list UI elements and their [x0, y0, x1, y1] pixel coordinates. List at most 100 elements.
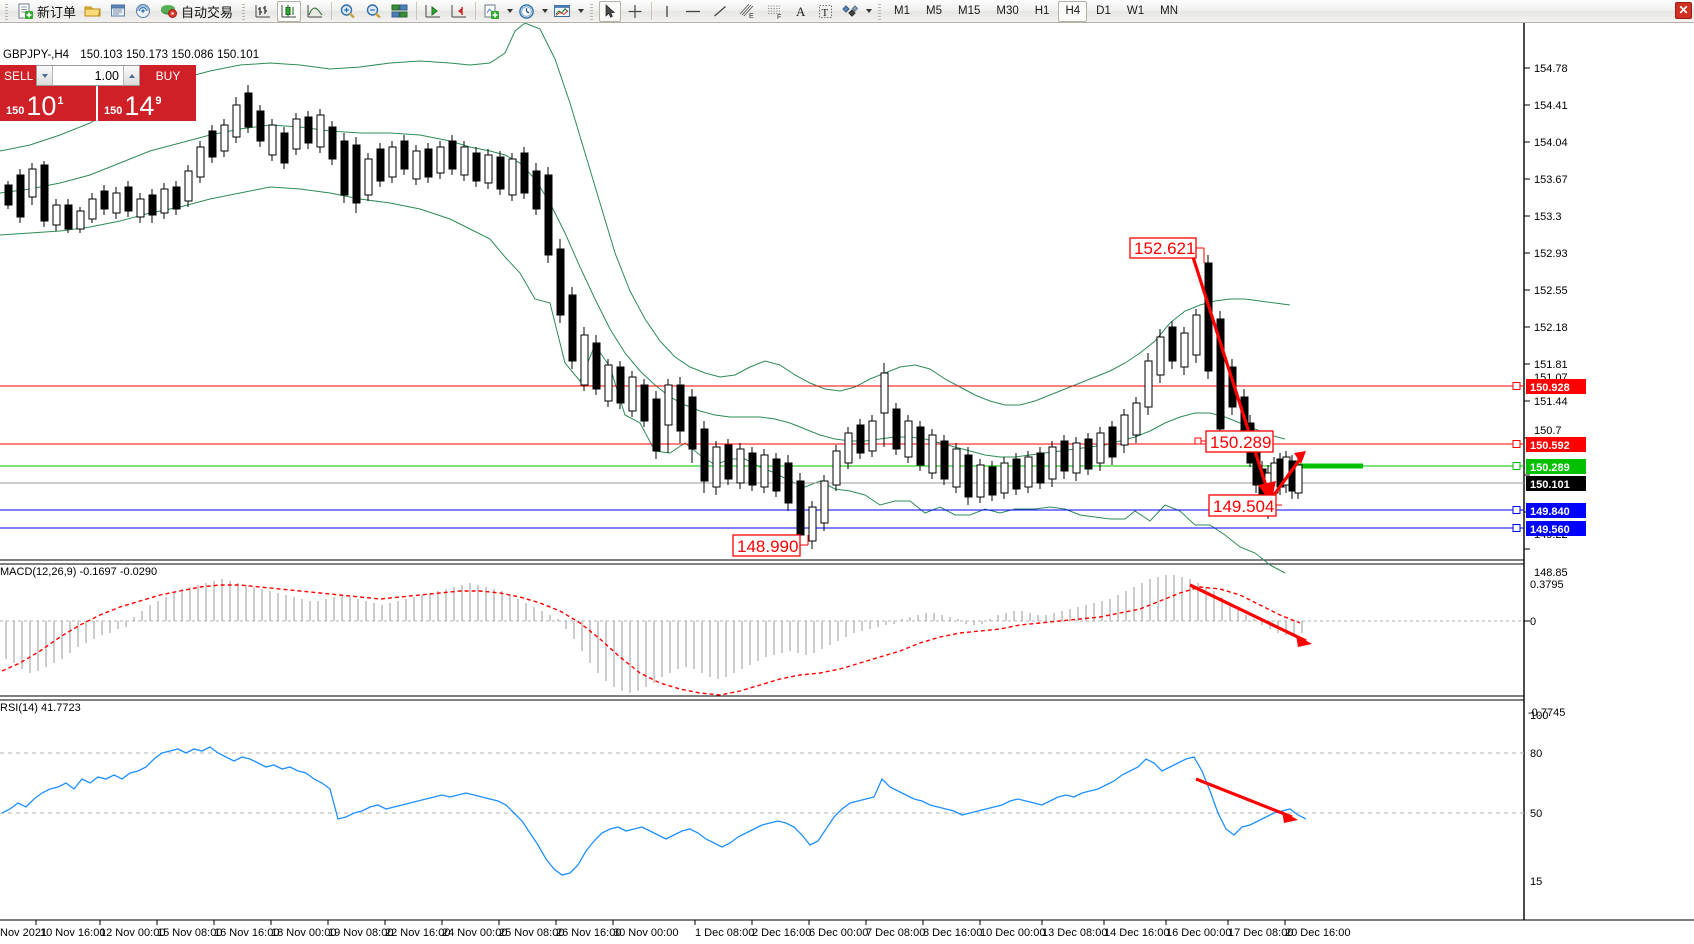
macd-tick-0: 0.3795	[1530, 579, 1564, 591]
toolbar-grip-3[interactable]	[588, 2, 596, 20]
time-tick-5: 18 Nov 00:00	[271, 927, 336, 939]
new-order-button[interactable]: 新订单	[14, 1, 79, 22]
sell-price-main: 10	[26, 91, 57, 121]
auto-trading-label: 自动交易	[181, 4, 234, 20]
horizontal-line-button[interactable]	[680, 1, 706, 22]
toolbar-grip-2[interactable]	[240, 2, 248, 20]
zoom-in-icon	[340, 3, 355, 18]
shapes-dropdown[interactable]	[864, 1, 873, 21]
rsi-line	[1, 746, 1307, 876]
folder-icon	[84, 6, 101, 17]
annotation-148990-text: 148.990	[737, 537, 798, 556]
macd-tick-2: -0.7745	[1528, 707, 1565, 719]
equidistant-channel-button[interactable]: E	[734, 1, 760, 22]
chart-canvas[interactable]: 152.621 150.289 149.504	[0, 23, 1694, 944]
templates-button[interactable]	[550, 1, 575, 22]
folder-button[interactable]	[81, 1, 105, 22]
price-tag-4: 149.840	[1530, 506, 1570, 518]
rsi-panel: RSI(14) 41.7723	[0, 702, 1524, 876]
annotation-152621-text: 152.621	[1134, 239, 1195, 258]
new-order-icon	[18, 3, 33, 19]
timeframe-h1[interactable]: H1	[1034, 5, 1050, 17]
timeframe-w1[interactable]: W1	[1126, 5, 1145, 17]
timeframe-m1[interactable]: M1	[894, 5, 911, 17]
zoom-out-icon	[366, 3, 381, 18]
buy-button[interactable]: 150 14 9	[98, 86, 196, 121]
price-panel: 152.621 150.289 149.504	[0, 23, 1524, 574]
bar-chart-button[interactable]	[251, 1, 275, 22]
time-tick-3: 15 Nov 08:00	[157, 927, 222, 939]
crosshair-button[interactable]	[623, 1, 647, 22]
price-tick-0: 154.78	[1534, 63, 1568, 75]
rsi-bearish-arrow	[1195, 777, 1298, 823]
period-button[interactable]	[515, 1, 539, 22]
time-tick-17: 10 Dec 00:00	[980, 927, 1045, 939]
one-click-trading-panel[interactable]: SELL 1.00 BUY 150 10 1 150 14 9	[0, 65, 196, 121]
sell-price-prefix: 150	[6, 105, 25, 117]
price-tick-6: 152.55	[1534, 285, 1568, 297]
price-tick-1: 154.41	[1534, 100, 1568, 112]
time-tick-21: 17 Dec 08:00	[1228, 927, 1293, 939]
add-indicator-button[interactable]	[480, 1, 504, 22]
sell-button[interactable]: 150 10 1	[0, 86, 98, 121]
shapes-button[interactable]	[839, 1, 863, 22]
signal-icon	[136, 4, 151, 18]
volume-increase-button[interactable]	[123, 66, 139, 85]
vertical-line-icon	[666, 5, 668, 17]
buy-price-main: 14	[124, 91, 155, 121]
text-button[interactable]: A	[790, 1, 812, 22]
timeframe-d1[interactable]: D1	[1096, 5, 1111, 17]
signals-button[interactable]	[132, 1, 155, 22]
market-watch-button[interactable]	[107, 1, 130, 22]
period-dropdown[interactable]	[540, 1, 549, 21]
volume-input[interactable]: 1.00	[94, 68, 119, 83]
tile-windows-button[interactable]	[388, 1, 412, 22]
timeframe-h4[interactable]: H4	[1058, 0, 1088, 22]
auto-scroll-button[interactable]	[447, 1, 471, 22]
price-tick-3: 153.67	[1534, 174, 1568, 186]
zoom-out-button[interactable]	[362, 1, 386, 22]
toolbar-grip-4[interactable]	[876, 2, 884, 20]
auto-trading-button[interactable]: 自动交易	[157, 1, 236, 22]
timeframe-m15[interactable]: M15	[958, 5, 981, 17]
time-tick-18: 13 Dec 08:00	[1042, 927, 1107, 939]
price-tag-bg-5	[1526, 521, 1586, 536]
timeframe-m30[interactable]: M30	[996, 5, 1019, 17]
sell-price-point: 1	[57, 95, 64, 107]
tile-windows-icon	[391, 4, 408, 18]
close-icon[interactable]: ✕	[1675, 2, 1692, 19]
timeframe-mn[interactable]: MN	[1160, 5, 1178, 17]
text-label-button[interactable]: T	[814, 1, 837, 22]
line-chart-button[interactable]	[303, 1, 327, 22]
price-tag-0: 150.928	[1530, 382, 1570, 394]
add-indicator-dropdown[interactable]	[505, 1, 514, 21]
fibonacci-button[interactable]: F	[762, 1, 788, 22]
templates-dropdown[interactable]	[576, 1, 585, 21]
time-tick-4: 16 Nov 16:00	[214, 927, 279, 939]
price-tag-bg-3	[1526, 476, 1586, 491]
price-tick-11: 150.7	[1534, 425, 1562, 437]
toolbar-grip[interactable]	[3, 2, 10, 20]
time-tick-13: 2 Dec 16:00	[752, 927, 811, 939]
volume-stepper[interactable]: 1.00	[36, 65, 140, 86]
time-tick-22: 20 Dec 16:00	[1285, 927, 1350, 939]
buy-price-point: 9	[155, 95, 162, 107]
rsi-tick-1: 80	[1530, 748, 1542, 760]
zoom-in-button[interactable]	[336, 1, 360, 22]
candlestick-chart-button[interactable]	[277, 0, 302, 22]
chart-shift-button[interactable]	[421, 1, 445, 22]
cursor-button[interactable]	[599, 0, 622, 22]
macd-histogram	[5, 575, 1303, 693]
price-tick-8: 151.81	[1534, 359, 1568, 371]
annotation-149504-text: 149.504	[1213, 497, 1274, 516]
one-click-price-row: 150 10 1 150 14 9	[0, 86, 196, 121]
time-tick-15: 7 Dec 08:00	[866, 927, 925, 939]
rsi-tick-2: 50	[1530, 808, 1542, 820]
vertical-line-button[interactable]	[656, 1, 678, 22]
volume-decrease-button[interactable]	[37, 66, 53, 85]
timeframe-m5[interactable]: M5	[926, 5, 942, 17]
main-toolbar: 新订单	[0, 0, 1694, 23]
toolbar-separator-2	[416, 2, 418, 20]
price-tag-bg-1	[1526, 437, 1586, 452]
trendline-button[interactable]	[708, 1, 732, 22]
